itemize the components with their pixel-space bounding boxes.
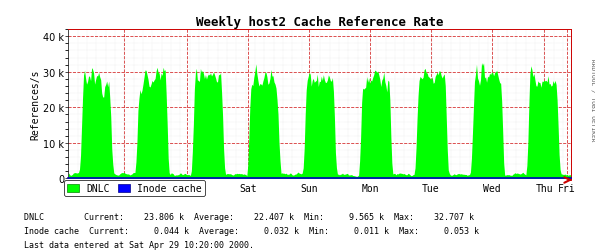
Title: Weekly host2 Cache Reference Rate: Weekly host2 Cache Reference Rate <box>196 16 443 29</box>
Text: Inode cache  Current:     0.044 k  Average:     0.032 k  Min:     0.011 k  Max: : Inode cache Current: 0.044 k Average: 0.… <box>24 226 479 235</box>
Y-axis label: References/s: References/s <box>30 69 40 140</box>
Legend: DNLC, Inode cache: DNLC, Inode cache <box>64 181 205 196</box>
Text: Last data entered at Sat Apr 29 10:20:00 2000.: Last data entered at Sat Apr 29 10:20:00… <box>24 240 254 250</box>
Text: RRDTOOL / TOBI OETIKER: RRDTOOL / TOBI OETIKER <box>591 59 595 141</box>
Text: DNLC        Current:    23.806 k  Average:    22.407 k  Min:     9.565 k  Max:  : DNLC Current: 23.806 k Average: 22.407 k… <box>24 212 474 221</box>
